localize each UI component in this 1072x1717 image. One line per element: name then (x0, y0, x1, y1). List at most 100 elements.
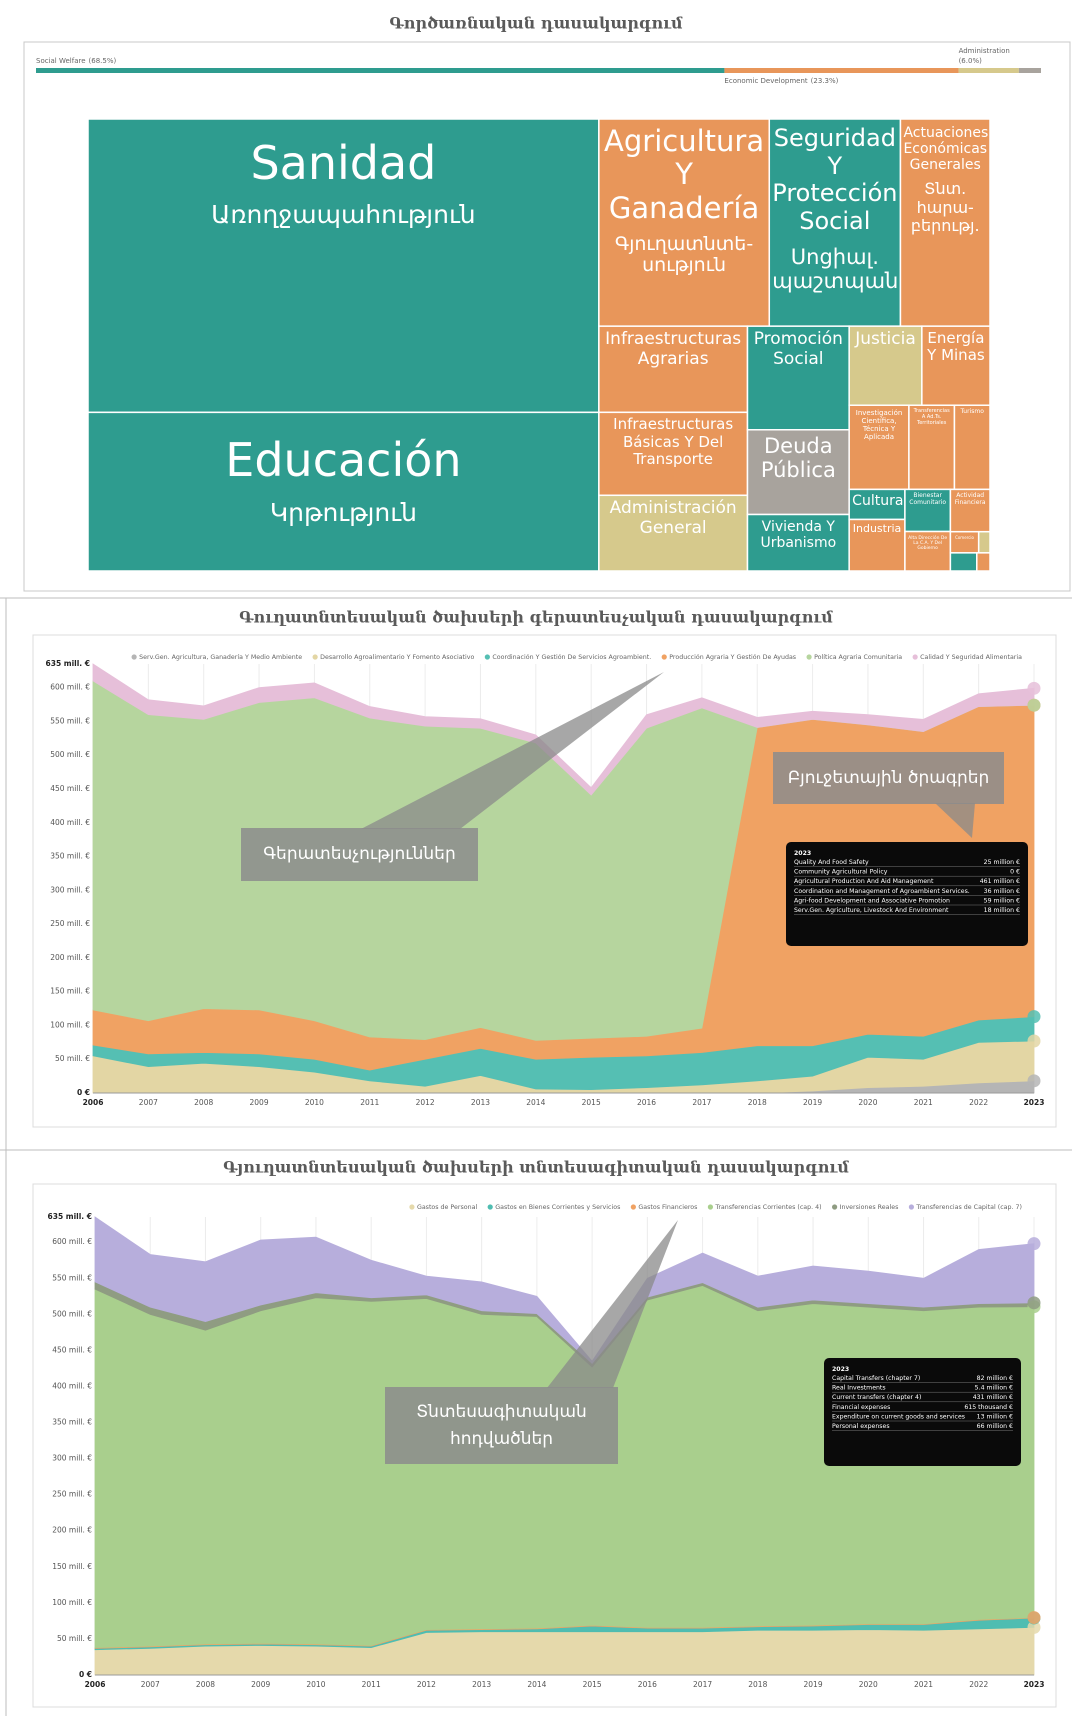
treemap-label-box: Transferencias A Ad.Ts. Territoriales (909, 405, 955, 489)
treemap-name: Investigación Científica, Técnica Y Apli… (855, 409, 903, 442)
annotation-pointer (547, 1220, 678, 1388)
tooltip-label: Real Investments (832, 1385, 886, 1392)
annotation: Բյուջետային ծրագրեր (773, 752, 1004, 804)
tooltip-title: 2023 (832, 1366, 849, 1373)
treemap-name: Deuda Pública (760, 433, 836, 482)
treemap-name: Sanidad (250, 136, 437, 190)
end-marker (1027, 1611, 1041, 1625)
y-tick-label: 0 € (77, 1088, 90, 1097)
treemap-label: Energía Y Minas (922, 326, 990, 405)
annotation-box (773, 752, 1004, 804)
annotation-box (385, 1387, 618, 1464)
treemap-label: Justicia (855, 329, 916, 350)
legend-label: Política Agraria Comunitaria (814, 653, 902, 661)
annotation-text: Գերատեսչություններ (263, 844, 456, 865)
tooltip-label: Serv.Gen. Agriculture, Livestock And Env… (794, 907, 949, 914)
treemap-subtitle: Սոցիալ. պաշտպան. (772, 244, 901, 293)
treemap-label: Agricultura Y Ganadería Գյուղատնտե-սությո… (599, 119, 769, 326)
legend-label: Gastos Financieros (638, 1204, 697, 1211)
treemap-label-box: Infraestructuras Agrarias (599, 326, 748, 412)
treemap-name: Actuaciones Económicas Generales (903, 125, 989, 174)
end-marker (1027, 1034, 1041, 1048)
treemap-cell (598, 494, 749, 572)
x-tick-label: 2019 (804, 1680, 823, 1689)
x-tick-label: 2012 (416, 1098, 435, 1107)
tooltip-value: 82 million € (977, 1375, 1013, 1382)
x-tick-label: 2023 (1024, 1680, 1045, 1689)
bar-label: Administration (6.0%) (959, 47, 1010, 65)
annotation-text: Բյուջետային ծրագրեր (787, 767, 990, 788)
treemap-label-box: Bienestar Comunitario (905, 489, 950, 531)
x-tick-label: 2009 (251, 1680, 270, 1689)
x-tick-label: 2021 (914, 1680, 933, 1689)
tooltip-value: 431 million € (973, 1394, 1013, 1401)
tooltip-label: Financial expenses (832, 1404, 890, 1411)
x-tick-label: 2011 (360, 1098, 379, 1107)
treemap-label-box: Agricultura Y Ganadería Գյուղատնտե-սությո… (599, 119, 769, 326)
treemap-label: Actuaciones Económicas Generales Տնտ. հար… (900, 119, 990, 326)
tooltip-value: 59 million € (984, 897, 1020, 904)
x-tick-label: 2009 (250, 1098, 269, 1107)
tooltip-title: 2023 (794, 850, 811, 857)
legend-label: Gastos en Bienes Corrientes y Servicios (495, 1204, 620, 1211)
bar-value-label: (68.5%) (89, 57, 117, 65)
annotation-text: Տնտեսագիտական հոդվածներ (416, 1402, 587, 1449)
section-title: Գյուղատնտեսական ծախսերի տնտեսագիտական դա… (223, 1158, 849, 1177)
annotation: Տնտեսագիտական հոդվածներ (385, 1387, 618, 1464)
treemap-label: Industria (853, 523, 902, 535)
treemap-label-box: Actuaciones Económicas Generales Տնտ. հար… (900, 119, 990, 326)
y-tick-label: 50 mill. € (55, 1054, 90, 1063)
treemap-label-box: Energía Y Minas (922, 326, 990, 405)
y-tick-label: 300 mill. € (52, 1454, 92, 1463)
y-tick-label: 250 mill. € (50, 919, 90, 928)
tooltip-value: 461 million € (980, 878, 1020, 885)
y-tick-label: 600 mill. € (52, 1237, 92, 1246)
tooltip-value: 0 € (1010, 869, 1020, 876)
legend-marker (806, 654, 812, 660)
y-tick-label: 400 mill. € (50, 818, 90, 827)
treemap-name: Justicia (855, 329, 916, 350)
treemap-cell (848, 404, 910, 491)
treemap-cell (949, 552, 978, 572)
tooltip-value: 615 thousand € (964, 1404, 1013, 1411)
x-tick-label: 2016 (637, 1098, 656, 1107)
treemap-label-box: Administración General (599, 495, 748, 571)
legend-label: Serv.Gen. Agricultura, Ganadería Y Medio… (139, 653, 302, 661)
bar-category: Economic Development (724, 77, 807, 85)
legend-marker (832, 1204, 838, 1210)
bar-label: Social Welfare (68.5%) (36, 57, 116, 65)
legend-marker (912, 654, 918, 660)
legend-label: Transferencias Corrientes (cap. 4) (714, 1204, 821, 1211)
y-tick-label: 600 mill. € (50, 683, 90, 692)
treemap-name: Actividad Financiera (954, 492, 986, 507)
tooltip-label: Expenditure on current goods and service… (832, 1413, 965, 1420)
treemap-name: Infraestructuras Agrarias (605, 329, 742, 369)
x-tick-label: 2015 (583, 1680, 602, 1689)
x-tick-label: 2008 (196, 1680, 215, 1689)
tooltip-label: Coordination and Management of Agroambie… (794, 888, 970, 895)
x-tick-label: 2019 (803, 1098, 822, 1107)
y-tick-label: 0 € (79, 1670, 92, 1679)
end-marker (1027, 1074, 1041, 1088)
bar-segment (36, 68, 725, 73)
legend-marker (484, 654, 490, 660)
treemap-name: Promoción Social (753, 329, 843, 369)
bar-segment (958, 68, 1019, 73)
x-tick-label: 2015 (582, 1098, 601, 1107)
y-tick-label: 200 mill. € (52, 1526, 92, 1535)
bar-category: Social Welfare (36, 57, 86, 65)
treemap-name: Turismo (960, 408, 984, 416)
x-tick-label: 2018 (748, 1680, 767, 1689)
x-tick-label: 2013 (472, 1680, 491, 1689)
treemap-name: Bienestar Comunitario (909, 492, 947, 507)
treemap-label-box: Actividad Financiera (950, 489, 990, 531)
y-tick-label: 635 mill. € (48, 1212, 92, 1221)
end-marker (1027, 1010, 1041, 1024)
treemap-cell (977, 530, 991, 554)
treemap-name: Seguridad Y Protección Social (772, 124, 898, 235)
treemap-cell (848, 488, 906, 521)
treemap-label-box: Seguridad Y Protección Social Սոցիալ. պաշ… (769, 119, 900, 326)
annotation-box-text: Բյուջետային ծրագրեր (773, 752, 1004, 804)
treemap-name: Transferencias A Ad.Ts. Territoriales (913, 408, 950, 426)
annotation-box-text: Տնտեսագիտական հոդվածներ (385, 1387, 618, 1464)
